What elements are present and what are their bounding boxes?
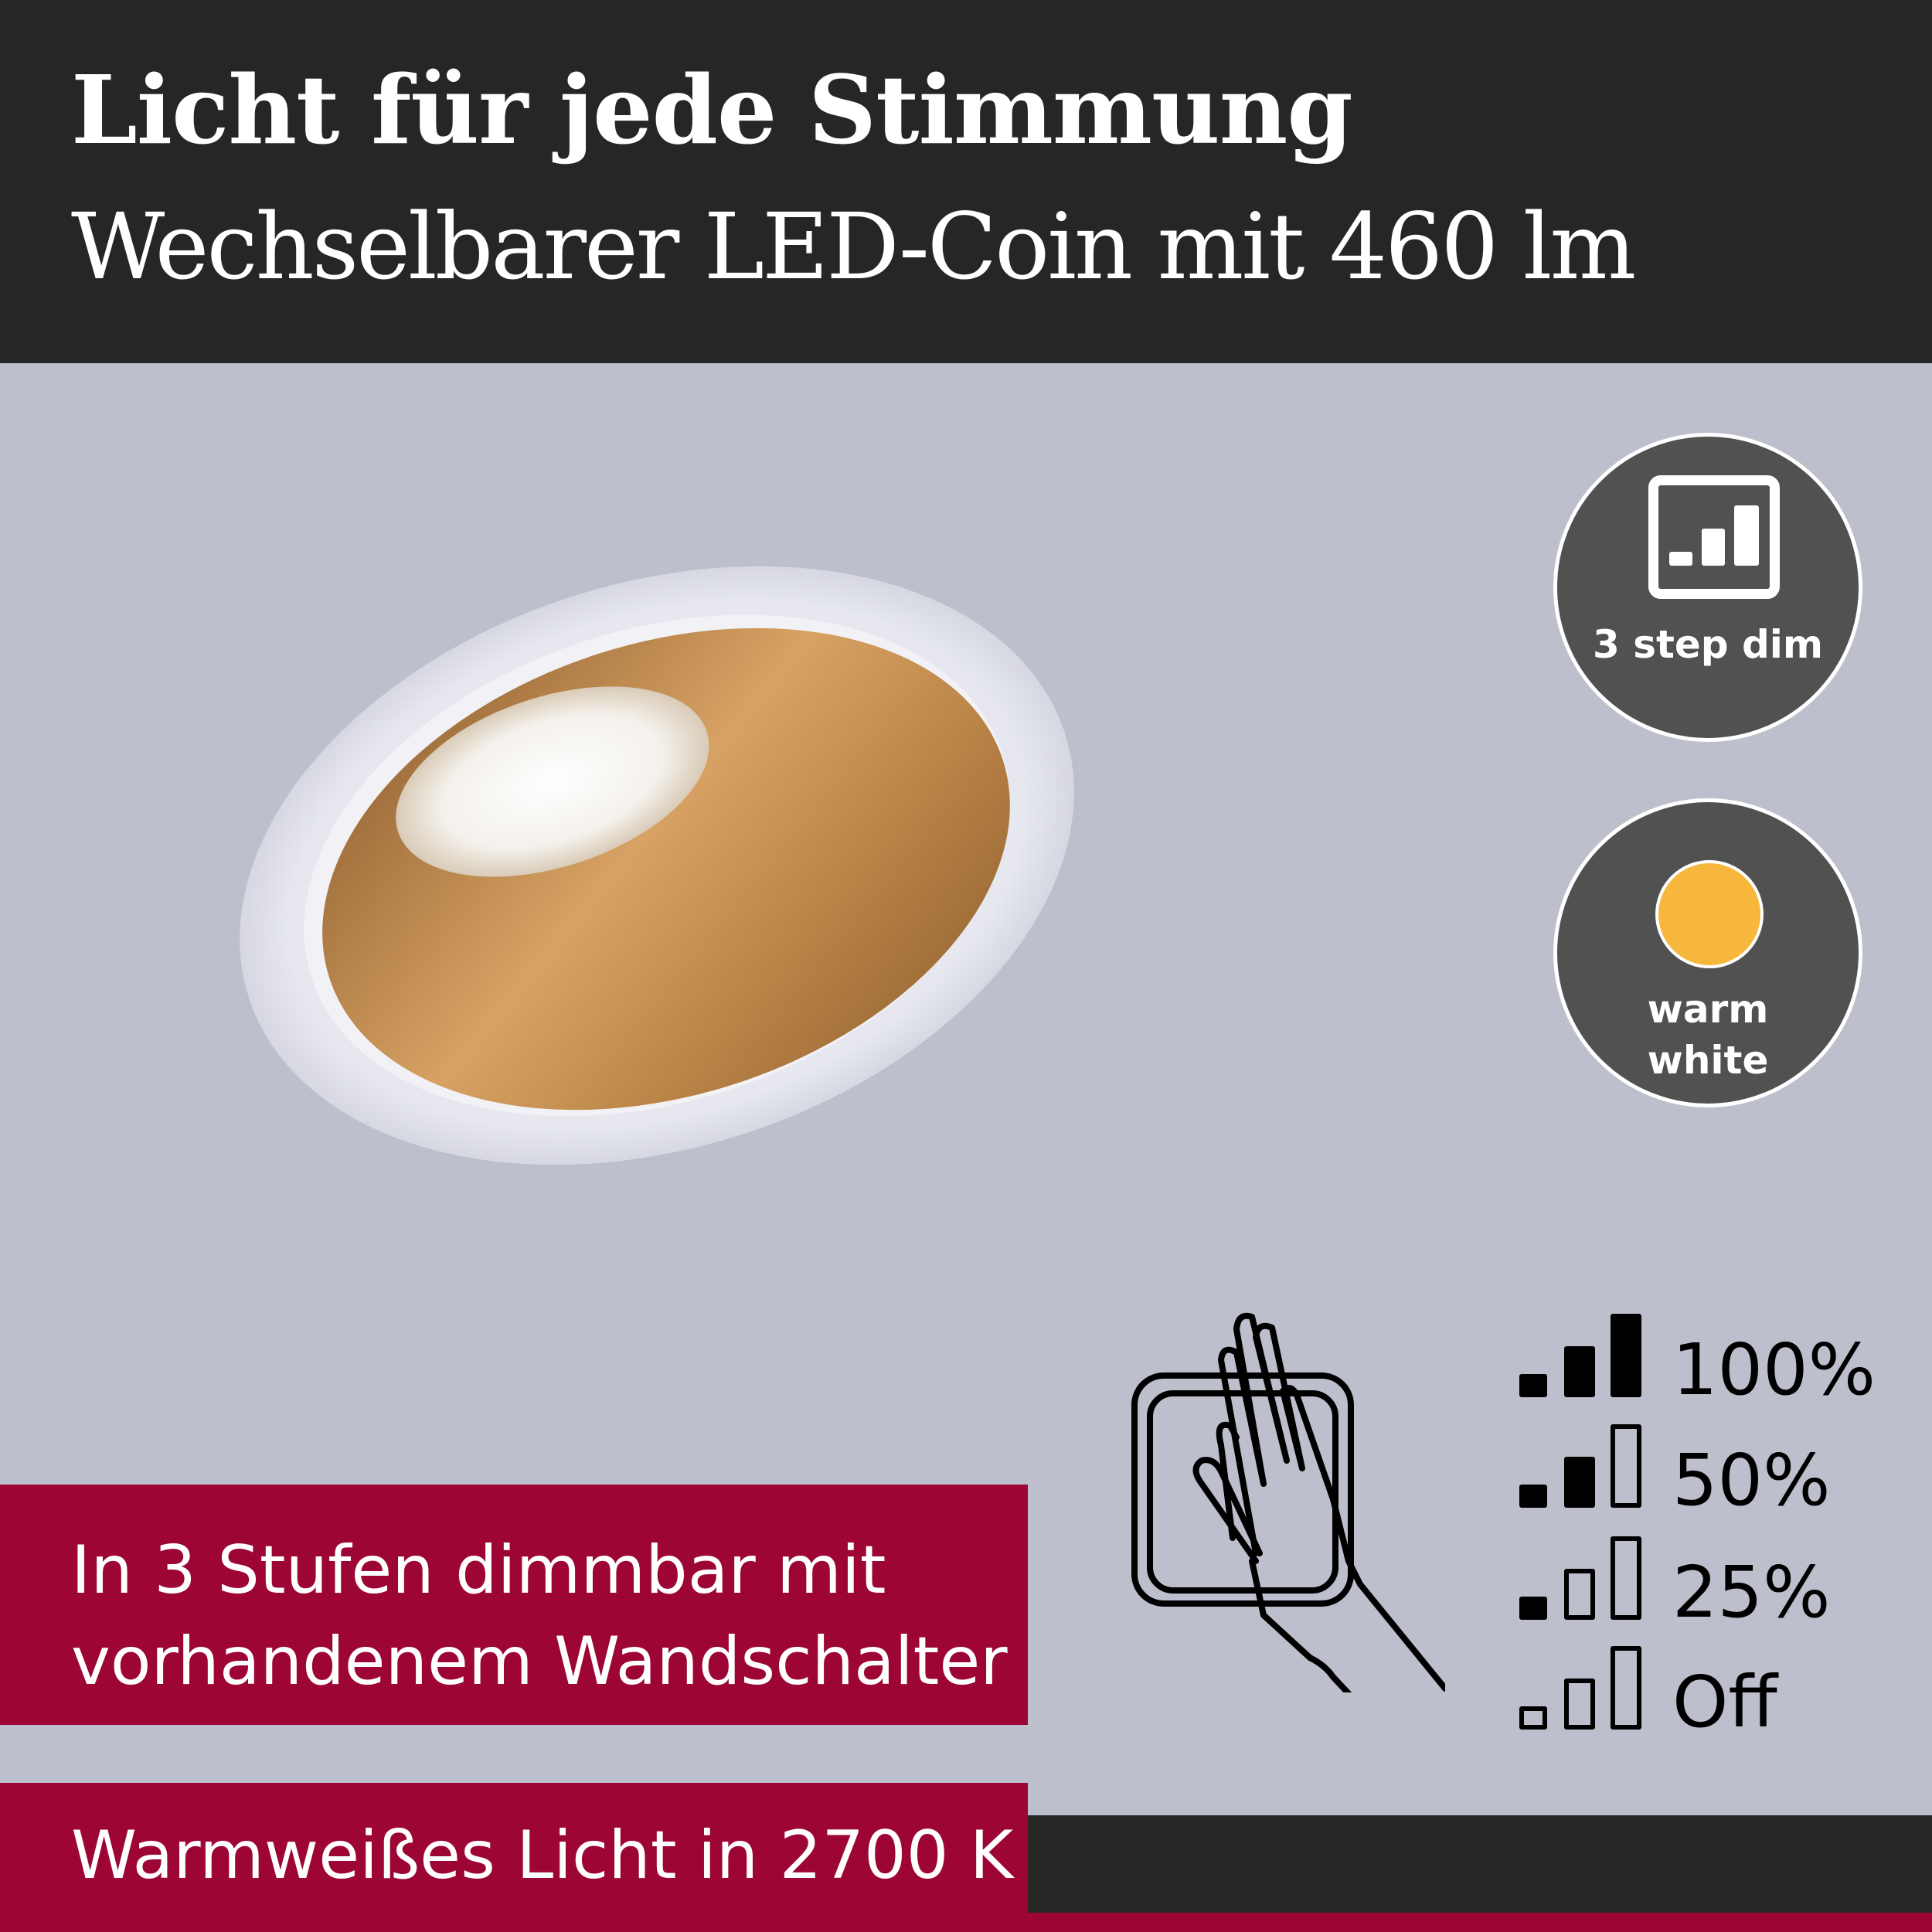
badge-warm-white: warm white (1553, 798, 1862, 1107)
page-subtitle: Wechselbarer LED-Coin mit 460 lm (71, 193, 1636, 300)
footer-accent-line (1028, 1913, 1932, 1932)
page-title: Licht für jede Stimmung (71, 54, 1353, 165)
badge-label: warm white (1647, 987, 1769, 1083)
recessed-light-image (240, 566, 1074, 1165)
dim-bars-icon (1648, 475, 1780, 599)
footer-bar (1028, 1815, 1932, 1913)
badge-3-step-dim: 3 step dim (1553, 433, 1862, 742)
hand-on-wall-switch-icon (1131, 1312, 1445, 1692)
header-banner: Licht für jede Stimmung Wechselbarer LED… (0, 0, 1932, 363)
warm-light-dot-icon (1655, 860, 1764, 968)
led-coin-glow (396, 686, 709, 877)
feature-warm-white: Warmweißes Licht in 2700 K (0, 1783, 1028, 1932)
feature-dimmable: In 3 Stufen dimmbar mit vorhandenem Wands… (0, 1485, 1028, 1725)
dim-level-off: Off (1519, 1637, 1921, 1743)
dim-level-100: 100% (1519, 1304, 1921, 1411)
badge-label: 3 step dim (1593, 622, 1823, 667)
dim-level-50: 50% (1519, 1415, 1921, 1522)
dim-level-25: 25% (1519, 1527, 1921, 1634)
